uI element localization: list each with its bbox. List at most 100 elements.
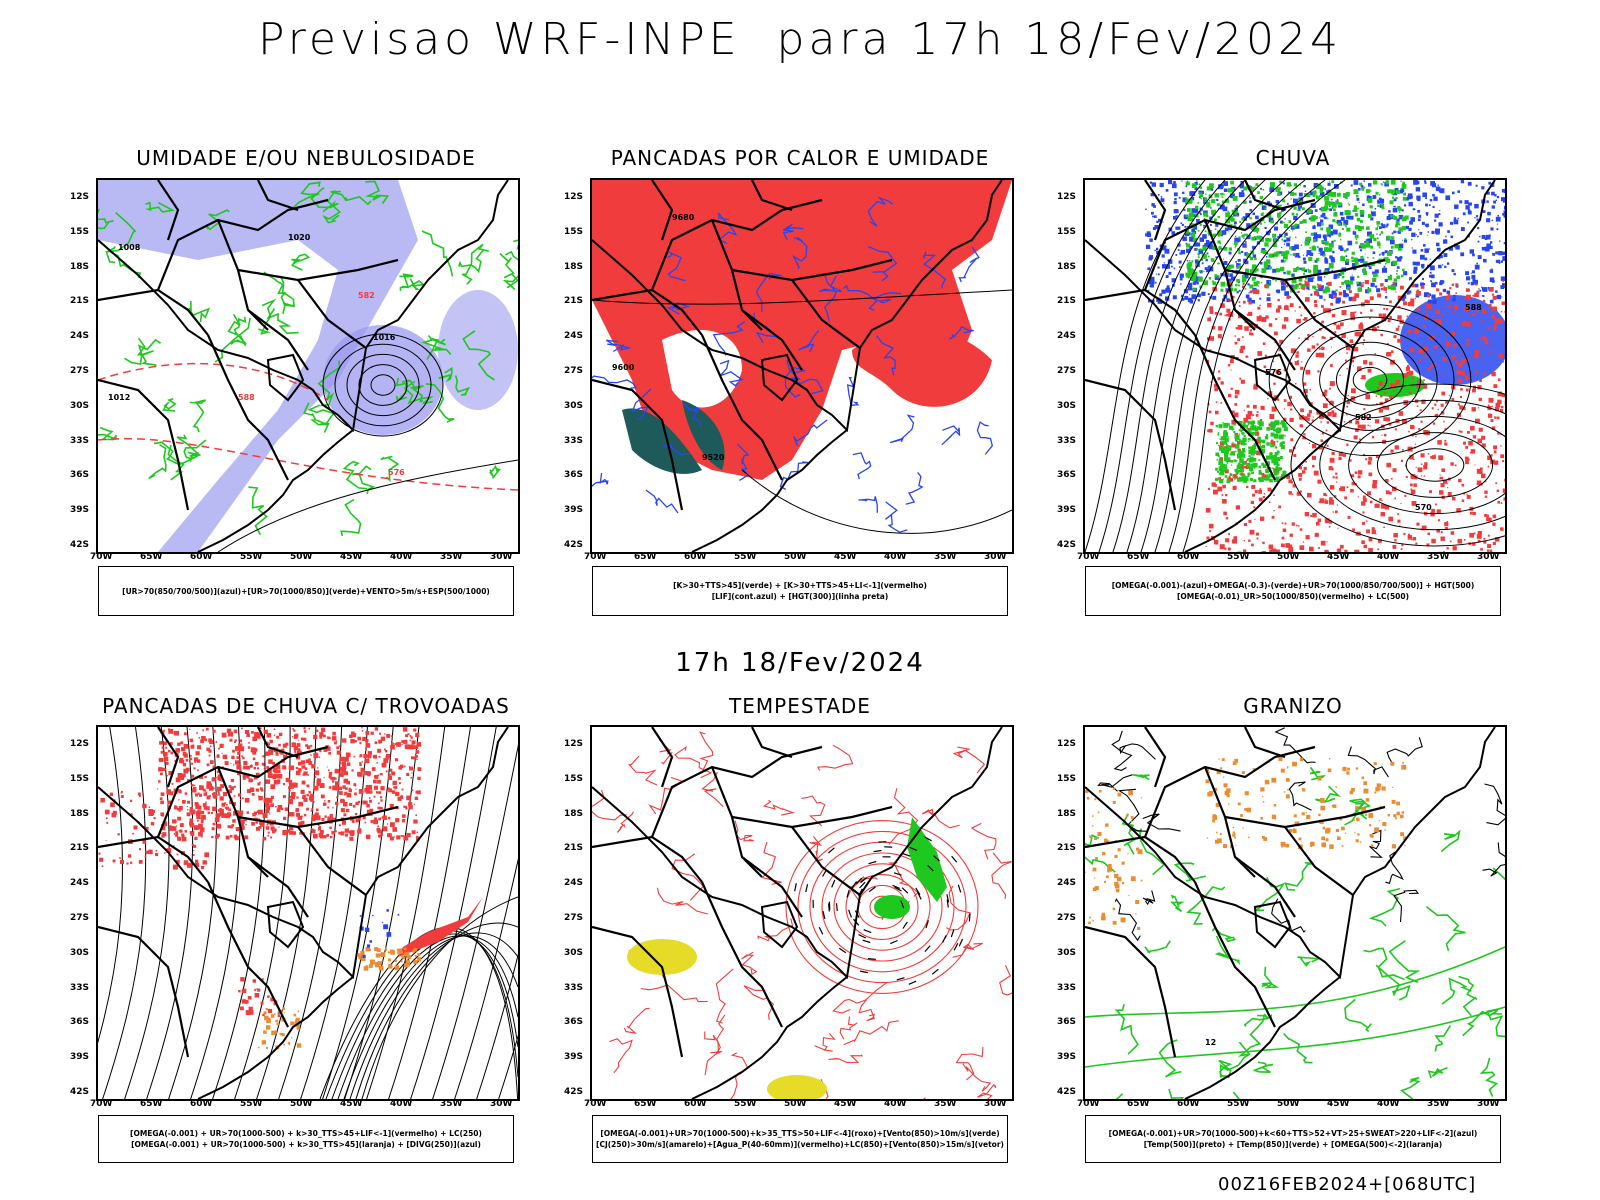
- lat-tick-label: 30S: [70, 400, 90, 411]
- lat-tick-label: 42S: [1057, 540, 1077, 550]
- map-canvas: [592, 727, 1012, 1099]
- lat-tick-label: 36S: [1057, 470, 1077, 481]
- lat-tick-label: 30S: [564, 400, 584, 411]
- lon-tick-label: 55W: [1227, 1099, 1250, 1109]
- lat-tick-label: 30S: [1057, 400, 1077, 411]
- legend-line: [OMEGA(-0.001)-(azul)+OMEGA(-0.3)-(verde…: [1111, 581, 1475, 590]
- lat-tick-label: 33S: [1057, 435, 1077, 446]
- map-canvas: 588 576 582 570: [1085, 180, 1505, 552]
- panel-legend: [OMEGA(-0.001)+UR>70(1000-500)+k>35_TTS>…: [592, 1115, 1008, 1163]
- lat-tick-label: 42S: [1057, 1087, 1077, 1097]
- legend-line: [OMEGA(-0.001)+UR>70(1000-500)+k>35_TTS>…: [600, 1129, 1000, 1138]
- map-canvas: [98, 727, 518, 1099]
- lat-tick-label: 30S: [70, 947, 90, 958]
- lon-tick-label: 30W: [1477, 552, 1500, 562]
- lat-tick-label: 12S: [564, 192, 584, 202]
- lat-tick-label: 36S: [564, 470, 584, 481]
- lon-tick-label: 55W: [240, 552, 263, 562]
- lat-tick-label: 24S: [1057, 331, 1077, 342]
- lat-tick-label: 33S: [564, 435, 584, 446]
- lon-tick-label: 40W: [1377, 552, 1400, 562]
- lat-tick-label: 27S: [70, 913, 90, 923]
- lon-tick-label: 30W: [1477, 1099, 1500, 1109]
- lat-tick-label: 15S: [70, 773, 90, 784]
- panel-legend: [OMEGA(-0.001) + UR>70(1000-500) + k>30_…: [98, 1115, 514, 1163]
- legend-line: [UR>70(850/700/500)](azul)+[UR>70(1000/8…: [122, 586, 490, 596]
- lat-tick-label: 27S: [564, 366, 584, 376]
- contour-label: 1016: [373, 333, 396, 342]
- lon-tick-label: 70W: [584, 1099, 607, 1109]
- legend-line: [OMEGA(-0.001)+UR>70(1000-500)+k<60+TTS>…: [1108, 1129, 1478, 1138]
- lon-tick-label: 70W: [1077, 552, 1100, 562]
- lon-tick-label: 40W: [390, 552, 413, 562]
- lon-tick-label: 65W: [634, 552, 657, 562]
- lat-tick-label: 15S: [564, 226, 584, 237]
- contour-label: 9520: [702, 453, 725, 462]
- lat-tick-label: 15S: [70, 226, 90, 237]
- lon-tick-label: 65W: [140, 1099, 163, 1109]
- contour-label: 588: [238, 393, 255, 402]
- lat-tick-label: 33S: [1057, 982, 1077, 993]
- lon-tick-label: 55W: [734, 552, 757, 562]
- lon-tick-label: 35W: [1427, 1099, 1450, 1109]
- lon-tick-label: 35W: [440, 1099, 463, 1109]
- panel-title: GRANIZO: [1243, 694, 1343, 718]
- lon-tick-label: 50W: [1277, 552, 1300, 562]
- lon-tick-label: 55W: [734, 1099, 757, 1109]
- lat-tick-label: 12S: [1057, 192, 1077, 202]
- lon-tick-label: 35W: [934, 1099, 957, 1109]
- lat-tick-label: 42S: [70, 540, 90, 550]
- contour-label: 582: [1355, 413, 1372, 422]
- lon-tick-label: 50W: [784, 552, 807, 562]
- legend-line: [OMEGA(-0.01)_UR>50(1000/850)(vermelho) …: [1176, 592, 1410, 601]
- lon-tick-label: 45W: [834, 552, 857, 562]
- lat-tick-label: 27S: [564, 913, 584, 923]
- contour-label: 1020: [288, 233, 311, 242]
- lon-tick-label: 45W: [834, 1099, 857, 1109]
- lat-tick-label: 24S: [1057, 878, 1077, 889]
- lat-tick-label: 39S: [564, 1052, 584, 1063]
- lon-tick-label: 45W: [340, 552, 363, 562]
- lat-tick-label: 39S: [564, 505, 584, 516]
- panel-title: PANCADAS POR CALOR E UMIDADE: [610, 146, 990, 170]
- lon-tick-label: 45W: [340, 1099, 363, 1109]
- lat-tick-label: 18S: [70, 261, 90, 272]
- lat-tick-label: 30S: [1057, 947, 1077, 958]
- lon-tick-label: 50W: [784, 1099, 807, 1109]
- lat-tick-label: 18S: [564, 808, 584, 819]
- forecast-map: [96, 725, 520, 1101]
- lon-tick-label: 65W: [140, 552, 163, 562]
- lat-tick-label: 33S: [70, 982, 90, 993]
- forecast-map: 1008 1012 1016 1020 576 582 588: [96, 178, 520, 554]
- lat-tick-label: 39S: [70, 1052, 90, 1063]
- lat-tick-label: 42S: [564, 1087, 584, 1097]
- forecast-map: 12: [1083, 725, 1507, 1101]
- legend-line: [K>30+TTS>45](verde) + [K>30+TTS>45+LI<-…: [673, 581, 927, 590]
- panel-title: UMIDADE E/OU NEBULOSIDADE: [136, 146, 476, 170]
- lat-tick-label: 36S: [1057, 1017, 1077, 1028]
- legend-line: [LIF](cont.azul) + [HGT(300)](linha pret…: [711, 592, 889, 601]
- lon-tick-label: 65W: [634, 1099, 657, 1109]
- lat-tick-label: 27S: [1057, 366, 1077, 376]
- lon-tick-label: 40W: [884, 1099, 907, 1109]
- lon-tick-label: 45W: [1327, 1099, 1350, 1109]
- contour-label: 1008: [118, 243, 141, 252]
- forecast-map: 588 576 582 570: [1083, 178, 1507, 554]
- lon-tick-label: 45W: [1327, 552, 1350, 562]
- lat-tick-label: 12S: [70, 739, 90, 749]
- lon-tick-label: 60W: [190, 552, 213, 562]
- lat-tick-label: 18S: [1057, 261, 1077, 272]
- lat-tick-label: 39S: [1057, 1052, 1077, 1063]
- lon-tick-label: 40W: [884, 552, 907, 562]
- lon-tick-label: 60W: [190, 1099, 213, 1109]
- lat-tick-label: 36S: [70, 470, 90, 481]
- contour-label: 576: [1265, 368, 1282, 377]
- lon-tick-label: 65W: [1127, 552, 1150, 562]
- panel-title: TEMPESTADE: [729, 694, 871, 718]
- lat-tick-label: 18S: [70, 808, 90, 819]
- lat-tick-label: 12S: [70, 192, 90, 202]
- lat-tick-label: 39S: [1057, 505, 1077, 516]
- map-canvas: 12: [1085, 727, 1505, 1099]
- lat-tick-label: 15S: [564, 773, 584, 784]
- lon-tick-label: 70W: [90, 552, 113, 562]
